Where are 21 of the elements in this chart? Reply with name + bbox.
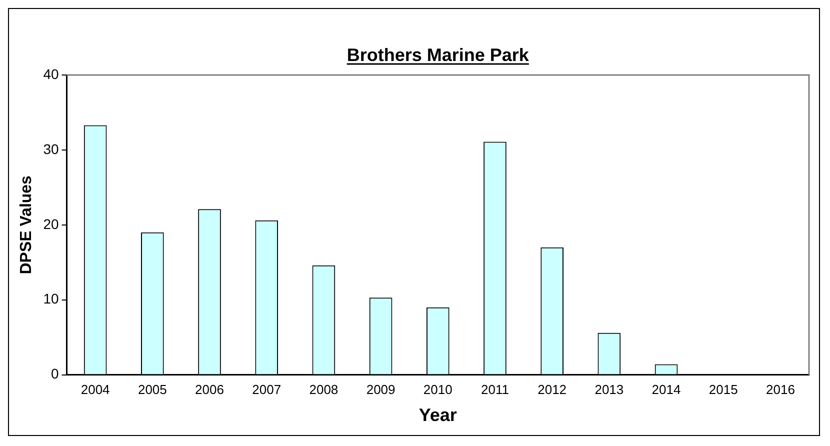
x-tick-label: 2016 — [766, 382, 795, 398]
x-tick-label: 2014 — [652, 382, 681, 398]
x-tick-label: 2011 — [480, 382, 509, 398]
x-tick-label: 2012 — [538, 382, 567, 398]
x-axis-title: Year — [418, 405, 457, 426]
x-tick-label: 2009 — [366, 382, 396, 398]
y-tick-label: 10 — [43, 290, 59, 307]
y-axis-title: DPSE Values — [18, 175, 36, 274]
y-tick-label: 20 — [43, 216, 59, 232]
x-tick-label: 2008 — [309, 382, 338, 398]
x-tick-label: 2005 — [138, 382, 167, 398]
x-tick-label: 2010 — [423, 382, 452, 398]
y-tick-label: 30 — [43, 140, 59, 157]
y-tick-label: 0 — [50, 366, 59, 382]
x-tick-label: 2007 — [252, 382, 282, 398]
x-tick-label: 2015 — [708, 382, 738, 398]
chart-title: Brothers Marine Park — [346, 45, 530, 65]
x-tick-label: 2006 — [195, 382, 224, 398]
x-tick-label: 2004 — [80, 382, 110, 398]
x-tick-label: 2013 — [594, 382, 624, 398]
y-tick-label: 40 — [43, 66, 59, 82]
